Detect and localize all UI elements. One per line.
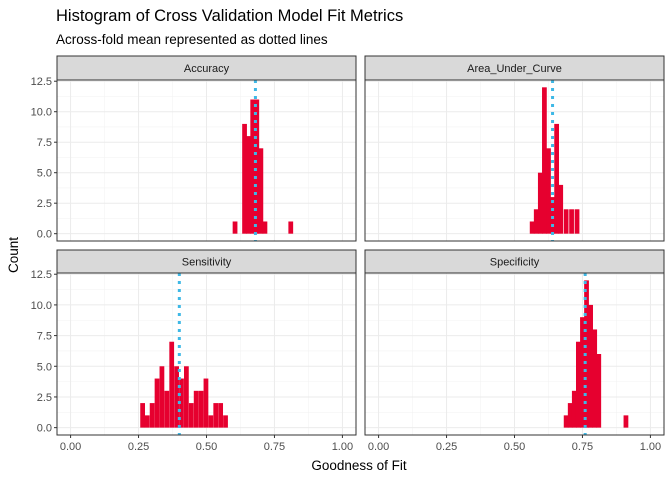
histogram-bar — [198, 390, 204, 428]
histogram-bar — [254, 99, 260, 234]
histogram-bar — [569, 209, 574, 234]
histogram-bar — [208, 415, 214, 428]
histogram-bar — [203, 378, 209, 428]
y-tick-label: 5.0 — [37, 361, 52, 373]
facet-panel-area-under-curve: Area_Under_Curve — [364, 55, 665, 242]
y-tick-label: 12.5 — [31, 269, 52, 281]
facet-panel-specificity: Specificity 0.00 0.25 0.50 0.75 1.00 — [364, 249, 665, 453]
x-tick-label: 0.00 — [60, 441, 81, 453]
histogram-bar — [218, 403, 224, 428]
x-tick-label: 1.00 — [640, 441, 661, 453]
histogram-bar — [149, 403, 155, 428]
x-tick-label: 0.75 — [572, 441, 593, 453]
facet-strip-label: Specificity — [490, 257, 540, 269]
histogram-bar — [529, 221, 535, 234]
histogram-bar — [242, 123, 247, 234]
histogram-bar — [623, 415, 629, 428]
histogram-bar — [563, 415, 569, 428]
histogram-bar — [188, 403, 194, 428]
histogram-bar — [571, 390, 577, 428]
histogram-bar — [232, 221, 238, 234]
histogram-bar — [533, 209, 539, 234]
y-tick-label: 0.0 — [37, 229, 52, 241]
histogram-bar — [258, 148, 264, 234]
histogram-bar — [262, 221, 268, 234]
x-tick-label: 0.00 — [368, 441, 389, 453]
facet-strip-label: Accuracy — [184, 63, 230, 75]
histogram-bar — [592, 329, 598, 428]
y-tick-label: 2.5 — [37, 198, 52, 210]
histogram-bar — [246, 136, 252, 234]
histogram-bar — [588, 304, 593, 428]
y-tick-label: 0.0 — [37, 423, 52, 435]
x-tick-label: 0.50 — [196, 441, 217, 453]
histogram-bar — [223, 415, 228, 428]
histogram-bar — [575, 341, 581, 428]
histogram-bar — [159, 366, 165, 428]
y-tick-label: 7.5 — [37, 331, 52, 343]
histogram-bar — [596, 354, 602, 428]
histogram-bar — [580, 317, 585, 428]
histogram-bar — [154, 378, 160, 428]
histogram-bar — [213, 403, 219, 428]
x-axis-title: Goodness of Fit — [311, 458, 407, 473]
histogram-bar — [179, 378, 184, 428]
histogram-bar — [144, 415, 150, 428]
x-tick-label: 0.50 — [504, 441, 525, 453]
histogram-bar — [250, 99, 256, 234]
y-tick-label: 12.5 — [31, 76, 52, 88]
facet-strip — [364, 249, 665, 274]
x-tick-label: 0.25 — [128, 441, 149, 453]
histogram-bar — [563, 209, 569, 234]
histogram-bar — [574, 209, 580, 234]
histogram-bar — [174, 366, 179, 428]
x-tick-label: 1.00 — [332, 441, 353, 453]
facet-panel-accuracy: Accuracy 0.0 2.5 5.0 7.5 10.0 12.5 — [31, 55, 357, 242]
facet-strip-label: Sensitivity — [182, 257, 232, 269]
histogram-bar — [537, 172, 543, 234]
x-tick-label: 0.75 — [264, 441, 285, 453]
facet-panel-sensitivity: Sensitivity 0.0 2.5 5.0 7.5 10.0 12.5 0.00 0.25 0… — [31, 249, 357, 453]
histogram-bar — [554, 123, 560, 234]
chart-title: Histogram of Cross Validation Model Fit … — [56, 7, 404, 25]
y-tick-label: 10.0 — [31, 107, 52, 119]
histogram-bar — [546, 148, 551, 234]
facet-strip — [364, 55, 665, 81]
facet-strip-label: Area_Under_Curve — [467, 63, 562, 75]
x-tick-label: 0.25 — [436, 441, 457, 453]
histogram-bar — [193, 390, 199, 428]
y-tick-label: 10.0 — [31, 300, 52, 312]
facet-strip — [56, 55, 357, 81]
histogram-bar — [567, 403, 573, 428]
chart-subtitle: Across-fold mean represented as dotted l… — [56, 32, 328, 47]
histogram-bar — [169, 341, 175, 428]
histogram-bar — [550, 197, 555, 234]
y-axis-title: Count — [6, 237, 21, 273]
y-tick-label: 2.5 — [37, 392, 52, 404]
y-tick-label: 5.0 — [37, 168, 52, 180]
histogram-bar — [558, 184, 564, 234]
y-tick-label: 7.5 — [37, 137, 52, 149]
histogram-bar — [288, 221, 294, 234]
histogram-bar — [140, 403, 146, 428]
histogram-bar — [184, 366, 189, 428]
histogram-bar — [542, 87, 547, 234]
facet-strip — [56, 249, 357, 274]
histogram-bar — [164, 390, 170, 428]
